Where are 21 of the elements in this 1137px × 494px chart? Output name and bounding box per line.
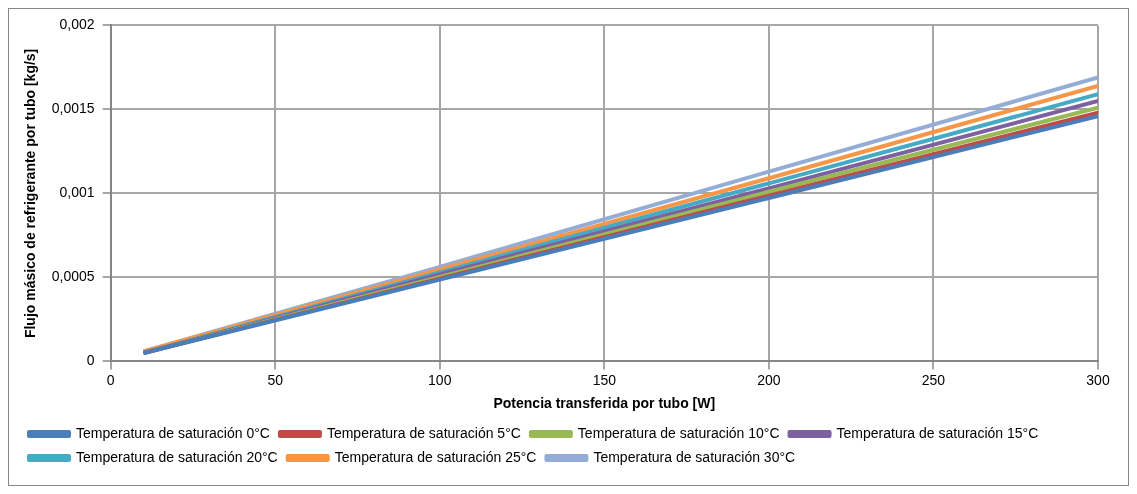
x-tick-label: 0 [106,371,115,388]
x-tick-label: 100 [428,371,452,388]
x-axis-title: Potencia transferida por tubo [W] [493,395,716,412]
y-tick-label: 0 [86,352,95,369]
y-tick-label: 0,001 [59,184,95,201]
legend-label: Temperatura de saturación 20°C [76,448,278,465]
x-tick-label: 250 [921,371,946,388]
y-tick-label: 0,002 [59,16,95,33]
legend-label: Temperatura de saturación 30°C [593,448,796,465]
y-axis-title: Flujo másico de refrigerante por tubo [kg/s] [22,48,39,339]
legend-label: Temperatura de saturación 10°C [577,424,780,441]
legend-label: Temperatura de saturación 0°C [76,424,270,441]
legend-label: Temperatura de saturación 15°C [836,424,1039,441]
x-tick-label: 300 [1086,371,1110,388]
x-tick-label: 50 [267,371,284,388]
x-tick-label: 200 [757,371,781,388]
y-tick-label: 0,0015 [51,100,95,117]
legend-label: Temperatura de saturación 25°C [334,448,537,465]
y-tick-label: 0,0005 [51,268,95,285]
legend-label: Temperatura de saturación 5°C [326,424,521,441]
x-tick-label: 150 [592,371,617,388]
